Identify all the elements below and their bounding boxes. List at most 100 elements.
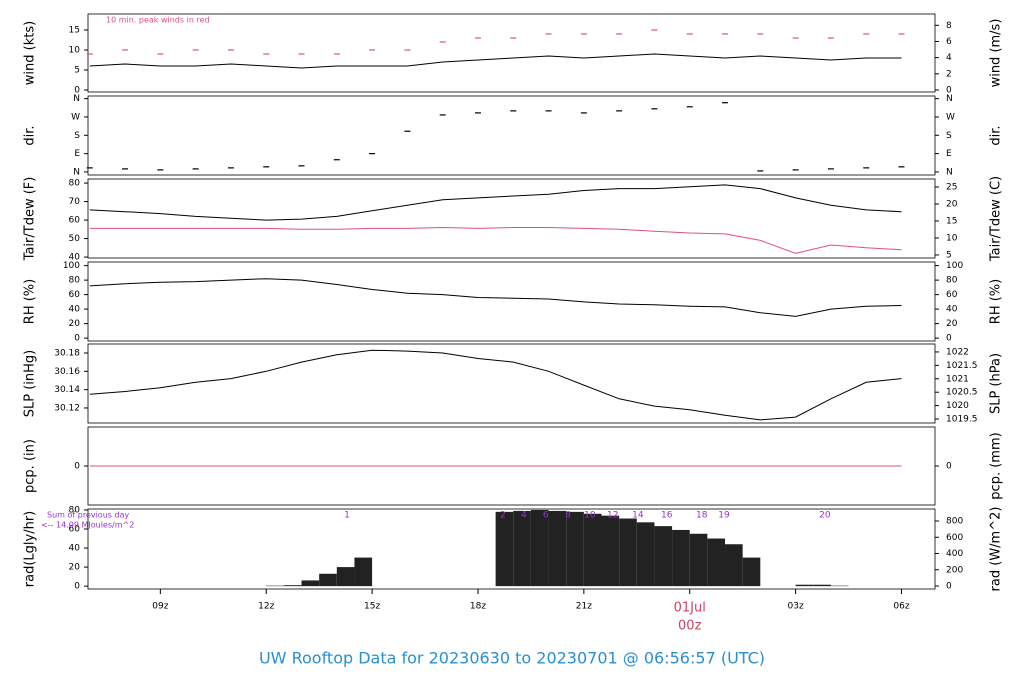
y-tick-label: 80 bbox=[69, 179, 81, 189]
bar bbox=[319, 573, 337, 587]
series-line bbox=[89, 226, 902, 254]
panel-frame bbox=[87, 343, 936, 424]
y-tick-label: 20 bbox=[69, 563, 81, 573]
hour-mark: 2 bbox=[500, 511, 506, 521]
bar bbox=[283, 585, 302, 587]
hour-mark: 14 bbox=[632, 511, 644, 521]
x-tick-label: 00z bbox=[678, 619, 702, 634]
y-axis-label: rad(Lgly/hr) bbox=[23, 511, 38, 587]
y2-tick-label: 0 bbox=[946, 462, 952, 472]
y-tick-label: N bbox=[73, 167, 80, 177]
y-tick-label: 30.16 bbox=[54, 367, 80, 377]
bar bbox=[725, 544, 743, 587]
y2-tick-label: 600 bbox=[946, 533, 963, 543]
bar bbox=[689, 533, 708, 587]
y2-tick-label: 2 bbox=[946, 69, 952, 79]
y2-tick-label: N bbox=[946, 94, 953, 104]
y-tick-label: 5 bbox=[74, 66, 80, 76]
y-tick-label: 80 bbox=[69, 276, 81, 286]
x-tick-label: 06z bbox=[893, 602, 909, 612]
panel-frame bbox=[87, 95, 936, 176]
y-axis-label: pcp. (in) bbox=[23, 439, 38, 493]
hour-mark: 20 bbox=[819, 511, 831, 521]
y2-tick-label: 20 bbox=[946, 199, 958, 209]
y-tick-label: 80 bbox=[69, 505, 81, 515]
y-tick-label: 30.18 bbox=[54, 348, 80, 358]
y-tick-label: 60 bbox=[69, 216, 81, 226]
y2-tick-label: 0 bbox=[946, 85, 952, 95]
series-line bbox=[89, 278, 902, 317]
y2-tick-label: 1020 bbox=[946, 401, 969, 411]
y-tick-label: 30.14 bbox=[54, 385, 80, 395]
panel-frame bbox=[87, 508, 936, 590]
y2-tick-label: 1021 bbox=[946, 374, 969, 384]
y-axis-label: dir. bbox=[23, 125, 38, 145]
hour-mark: 12 bbox=[607, 511, 618, 521]
x-tick-label: 03z bbox=[788, 602, 804, 612]
y2-tick-label: 40 bbox=[946, 305, 958, 315]
bar bbox=[795, 584, 814, 587]
y2-tick-label: E bbox=[946, 149, 952, 159]
y-tick-label: 100 bbox=[63, 261, 80, 271]
note: <-- 14.09 MJoules/m^2 bbox=[41, 521, 134, 530]
y-tick-label: 50 bbox=[69, 234, 81, 244]
y-axis-label: Tair/Tdew (F) bbox=[23, 177, 38, 262]
y2-axis-label: rad (W/m^2) bbox=[989, 507, 1004, 592]
bar bbox=[336, 567, 355, 587]
series-line bbox=[89, 349, 902, 421]
x-tick-label: 12z bbox=[258, 602, 274, 612]
y-tick-label: 15 bbox=[69, 26, 80, 36]
bar bbox=[742, 557, 761, 587]
y2-tick-label: S bbox=[946, 131, 952, 141]
y2-tick-label: W bbox=[946, 112, 955, 122]
hour-mark: 4 bbox=[521, 511, 527, 521]
bar bbox=[548, 510, 567, 587]
hour-mark: 6 bbox=[543, 511, 549, 521]
y-axis-label: wind (kts) bbox=[23, 21, 38, 85]
y2-tick-label: N bbox=[946, 167, 953, 177]
bar bbox=[301, 580, 320, 587]
annotation: 10 min. peak winds in red bbox=[106, 16, 210, 25]
hour-mark: 1 bbox=[344, 511, 350, 521]
y-tick-label: 60 bbox=[69, 290, 81, 300]
y2-tick-label: 80 bbox=[946, 276, 958, 286]
bar bbox=[813, 584, 831, 587]
bar bbox=[530, 509, 549, 587]
y2-tick-label: 1019.5 bbox=[946, 415, 978, 425]
y2-tick-label: 8 bbox=[946, 21, 952, 31]
y2-tick-label: 1020.5 bbox=[946, 388, 978, 398]
y-tick-label: 20 bbox=[69, 319, 81, 329]
y2-axis-label: SLP (hPa) bbox=[989, 353, 1004, 414]
y2-axis-label: dir. bbox=[989, 125, 1004, 145]
y-tick-label: 60 bbox=[69, 525, 81, 535]
y2-axis-label: wind (m/s) bbox=[989, 19, 1004, 88]
y-axis-label: SLP (inHg) bbox=[23, 350, 38, 418]
y-tick-label: 0 bbox=[74, 334, 80, 344]
bar bbox=[601, 515, 620, 587]
y-axis-label: RH (%) bbox=[23, 279, 38, 324]
y2-tick-label: 200 bbox=[946, 565, 963, 575]
y-tick-label: E bbox=[74, 149, 80, 159]
y-tick-label: 0 bbox=[74, 86, 80, 96]
y2-tick-label: 25 bbox=[946, 182, 957, 192]
y2-tick-label: 1022 bbox=[946, 347, 969, 357]
y-tick-label: N bbox=[73, 94, 80, 104]
series-line bbox=[89, 184, 902, 221]
hour-mark: 10 bbox=[584, 511, 596, 521]
y-tick-label: 70 bbox=[69, 197, 81, 207]
bar bbox=[636, 522, 655, 587]
y2-axis-label: RH (%) bbox=[989, 279, 1004, 324]
y-tick-label: 40 bbox=[69, 305, 81, 315]
x-tick-label: 09z bbox=[152, 602, 168, 612]
y2-tick-label: 6 bbox=[946, 37, 952, 47]
bar bbox=[566, 511, 584, 587]
bar bbox=[672, 529, 690, 587]
y2-tick-label: 15 bbox=[946, 216, 957, 226]
y-tick-label: S bbox=[74, 131, 80, 141]
bar bbox=[619, 518, 637, 587]
hour-mark: 8 bbox=[565, 511, 571, 521]
y2-tick-label: 20 bbox=[946, 319, 958, 329]
y2-tick-label: 0 bbox=[946, 334, 952, 344]
panel-frame bbox=[87, 261, 936, 342]
